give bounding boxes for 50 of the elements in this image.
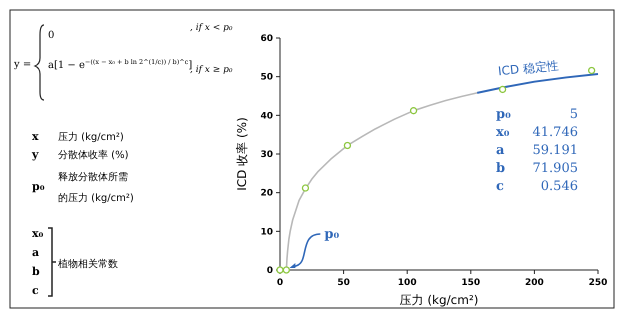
text: 释放分散体所需 — [58, 171, 128, 183]
annotation: p₀ — [496, 107, 512, 122]
text: 压力 (kg/cm²) — [58, 131, 124, 143]
annotation: c — [496, 179, 504, 194]
x-tick-label: 200 — [525, 278, 544, 288]
point — [498, 86, 506, 94]
y-tick-label: 10 — [260, 227, 273, 238]
y-tick-label: 50 — [260, 72, 273, 83]
y-axis-title: ICD 收率 (%) — [235, 117, 249, 191]
x-tick-label: 0 — [276, 278, 284, 288]
y-tick-label: 60 — [260, 34, 273, 44]
annotation: 59.191 — [532, 143, 578, 158]
text: 分散体收率 (%) — [58, 149, 129, 161]
x-tick-label: 50 — [337, 278, 350, 288]
annotation: 41.746 — [532, 125, 578, 140]
y-tick-label: 0 — [266, 266, 273, 276]
x-tick-label: 150 — [461, 278, 480, 288]
text: b — [32, 265, 40, 278]
point — [282, 266, 290, 274]
point — [410, 107, 418, 114]
text: c — [32, 284, 39, 297]
annotation: 5 — [570, 107, 578, 122]
y-tick-label: 30 — [260, 150, 273, 160]
annotation: 71.905 — [532, 161, 578, 176]
text: y = — [13, 59, 32, 70]
annotation: b — [496, 161, 506, 176]
text: a — [32, 246, 40, 259]
text: a[1 − e$^{−((x − x₀ + b ln 2^(1/c)) / b)^c}$] — [48, 58, 192, 71]
x-tick-label: 250 — [588, 278, 608, 288]
text: x₀ — [32, 227, 44, 240]
x-axis-title: 压力 (kg/cm²) — [400, 293, 478, 307]
point — [588, 66, 596, 74]
y-tick-label: 40 — [260, 111, 273, 122]
text: 0 — [48, 30, 54, 41]
text: , if x ≥ p₀ — [190, 65, 233, 75]
text: x — [32, 130, 39, 143]
annotation: x₀ — [496, 125, 510, 140]
y-tick-label: 20 — [260, 188, 273, 199]
text: p₀ — [32, 180, 45, 193]
point — [344, 142, 352, 150]
point — [302, 184, 310, 192]
text: , if x < p₀ — [190, 23, 233, 33]
text: 的压力 (kg/cm²) — [58, 192, 134, 204]
annotation: a — [496, 143, 505, 158]
annotation: 0.546 — [540, 179, 578, 194]
text: ICD 稳定性 — [497, 58, 560, 78]
annotation: p₀ — [324, 227, 340, 242]
text: y — [31, 148, 39, 161]
text: 植物相关常数 — [58, 258, 118, 270]
x-tick-label: 100 — [398, 278, 417, 288]
